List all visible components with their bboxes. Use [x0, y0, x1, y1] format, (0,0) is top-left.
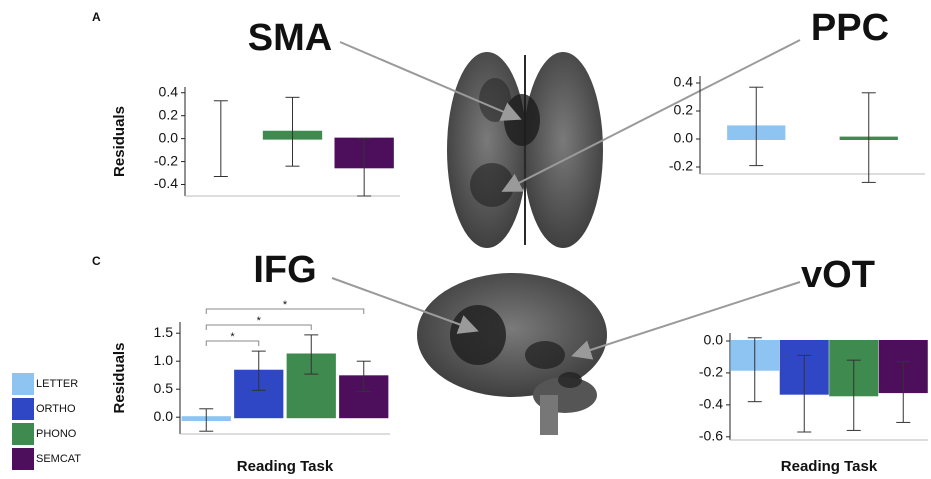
y-tick-label: -0.4 [154, 175, 178, 191]
panel-label: A [92, 10, 101, 24]
legend-label: SEMCAT [36, 453, 81, 465]
error-bar [797, 354, 812, 433]
significance-label: * [230, 331, 235, 343]
y-tick-label: 0.2 [159, 106, 179, 122]
significance-bracket [205, 324, 312, 330]
error-bar [251, 350, 266, 391]
region-label: PPC [811, 7, 889, 49]
error-bar [896, 361, 911, 423]
error-bar [356, 360, 371, 392]
brain-side-view [417, 273, 607, 435]
legend-label: LETTER [36, 378, 78, 390]
brain-top-view [447, 52, 603, 248]
y-tick-label: 0.4 [674, 74, 694, 90]
region-label: IFG [253, 249, 316, 291]
legend-swatch [12, 448, 34, 470]
legend-swatch [12, 423, 34, 445]
y-tick-label: 1.0 [154, 352, 174, 368]
legend-label: ORTHO [36, 403, 76, 415]
y-tick-label: -0.2 [154, 152, 178, 168]
legend-swatch [12, 398, 34, 420]
error-bar [357, 138, 372, 197]
y-tick-label: 1.5 [154, 324, 174, 340]
y-tick-label: 0.4 [159, 83, 179, 99]
region-label: SMA [248, 17, 332, 59]
x-axis-title: Reading Task [237, 458, 334, 475]
legend-label: PHONO [36, 428, 77, 440]
significance-bracket [205, 308, 365, 314]
y-axis-title: Residuals [111, 343, 128, 414]
y-tick-label: 0.2 [674, 102, 694, 118]
x-axis-title: Reading Task [781, 458, 878, 475]
y-tick-label: -0.2 [669, 158, 693, 174]
error-bar [213, 100, 228, 177]
y-tick-label: -0.2 [699, 364, 723, 380]
significance-bracket [205, 340, 260, 346]
significance-label: * [257, 315, 262, 327]
y-tick-label: 0.0 [674, 130, 694, 146]
error-bar [861, 92, 876, 183]
y-tick-label: 0.0 [159, 129, 179, 145]
legend: LETTER ORTHO PHONO SEMCAT [12, 373, 81, 470]
y-tick-label: 0.0 [154, 408, 174, 424]
significance-label: * [283, 299, 288, 311]
error-bar [304, 334, 319, 375]
y-axis-title: Residuals [111, 106, 128, 177]
region-label: vOT [801, 254, 875, 296]
y-tick-label: -0.6 [699, 428, 723, 444]
panel-label: C [92, 254, 101, 268]
error-bar [846, 359, 861, 431]
error-bar [747, 337, 762, 403]
error-bar [285, 96, 300, 167]
y-tick-label: -0.4 [699, 396, 723, 412]
y-tick-label: 0.0 [704, 332, 724, 348]
legend-swatch [12, 373, 34, 395]
error-bar [749, 86, 764, 167]
pointer-lines [331, 39, 801, 360]
y-tick-label: 0.5 [154, 380, 174, 396]
error-bar [199, 408, 214, 432]
